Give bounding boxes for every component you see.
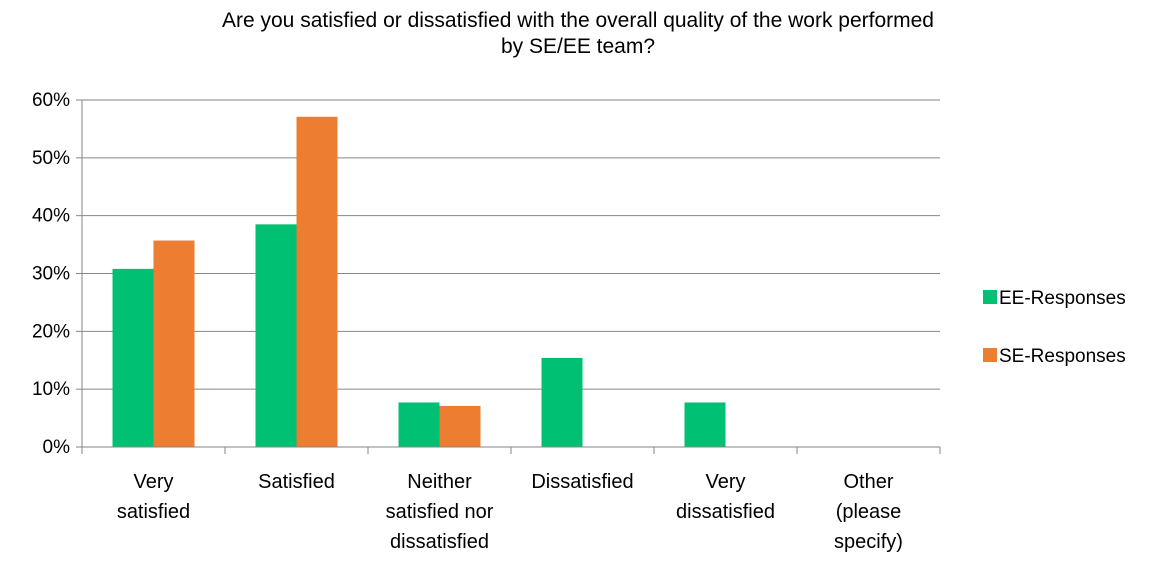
bar-se-responses-0 xyxy=(153,240,195,447)
gridlines xyxy=(82,99,940,448)
bar-ee-responses-3 xyxy=(541,357,583,447)
x-category-label: Neither xyxy=(407,471,472,493)
bar-se-responses-2 xyxy=(439,405,481,447)
legend-label-ee-responses: EE-Responses xyxy=(999,288,1126,309)
legend-swatch-se-responses xyxy=(983,348,997,362)
legend-label-se-responses: SE-Responses xyxy=(999,346,1126,367)
bar-ee-responses-2 xyxy=(398,402,440,447)
legend: EE-Responses SE-Responses xyxy=(983,288,1126,367)
y-tick-label: 20% xyxy=(32,321,70,342)
bar-se-responses-1 xyxy=(296,116,338,447)
bar-ee-responses-1 xyxy=(255,224,297,447)
x-category-label: dissatisfied xyxy=(676,501,775,523)
x-category-label: satisfied nor xyxy=(386,501,494,523)
chart-title: Are you satisfied or dissatisfied with t… xyxy=(221,9,934,58)
x-axis: Very satisfied Satisfied Neither satisfied n… xyxy=(81,446,941,553)
x-category-label: Satisfied xyxy=(258,471,335,493)
x-category-label: (please xyxy=(836,501,902,523)
x-category-label: specify) xyxy=(834,531,903,553)
y-tick-label: 50% xyxy=(32,148,70,169)
x-category-label: Dissatisfied xyxy=(531,471,633,493)
bar-ee-responses-0 xyxy=(112,268,154,447)
bar-ee-responses-4 xyxy=(684,402,726,447)
y-tick-label: 10% xyxy=(32,379,70,400)
bars xyxy=(112,116,726,447)
x-category-label: Very xyxy=(705,471,745,493)
legend-swatch-ee-responses xyxy=(983,290,997,304)
x-category-label: dissatisfied xyxy=(390,531,489,553)
y-tick-label: 30% xyxy=(32,264,70,285)
x-category-label: satisfied xyxy=(117,501,190,523)
x-category-label: Other xyxy=(843,471,893,493)
y-tick-label: 0% xyxy=(43,437,71,458)
y-tick-label: 60% xyxy=(32,90,70,111)
y-axis: 0% 10% 20% 30% 40% 50% 60% xyxy=(32,90,83,458)
y-tick-label: 40% xyxy=(32,206,70,227)
x-category-label: Very xyxy=(133,471,173,493)
